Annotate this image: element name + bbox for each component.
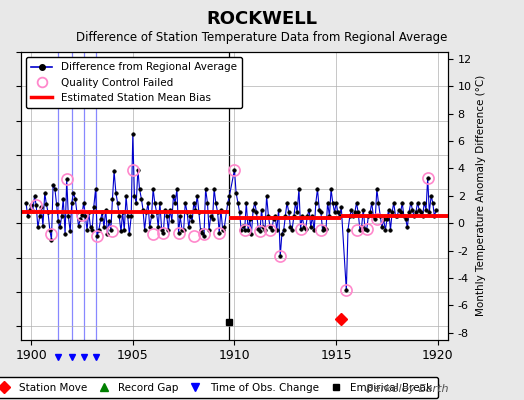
Y-axis label: Monthly Temperature Anomaly Difference (°C): Monthly Temperature Anomaly Difference (… [476,75,486,316]
Text: ROCKWELL: ROCKWELL [206,10,318,28]
Text: Difference of Station Temperature Data from Regional Average: Difference of Station Temperature Data f… [77,31,447,44]
Legend: Station Move, Record Gap, Time of Obs. Change, Empirical Break: Station Move, Record Gap, Time of Obs. C… [0,377,438,398]
Text: Berkeley Earth: Berkeley Earth [366,384,448,394]
